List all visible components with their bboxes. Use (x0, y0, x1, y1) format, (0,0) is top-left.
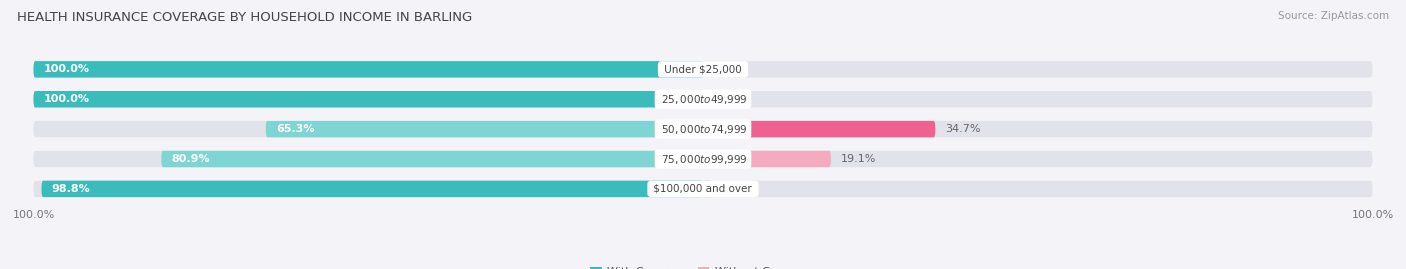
Text: 100.0%: 100.0% (1351, 210, 1393, 220)
Text: 1.2%: 1.2% (721, 184, 749, 194)
Text: 80.9%: 80.9% (172, 154, 209, 164)
FancyBboxPatch shape (34, 121, 1372, 137)
FancyBboxPatch shape (34, 91, 1372, 107)
FancyBboxPatch shape (266, 121, 703, 137)
FancyBboxPatch shape (703, 181, 711, 197)
FancyBboxPatch shape (34, 91, 703, 107)
Text: 65.3%: 65.3% (276, 124, 315, 134)
Text: 34.7%: 34.7% (945, 124, 981, 134)
FancyBboxPatch shape (34, 151, 1372, 167)
Text: 98.8%: 98.8% (52, 184, 90, 194)
Text: $50,000 to $74,999: $50,000 to $74,999 (658, 123, 748, 136)
FancyBboxPatch shape (34, 181, 1372, 197)
FancyBboxPatch shape (703, 121, 935, 137)
Text: HEALTH INSURANCE COVERAGE BY HOUSEHOLD INCOME IN BARLING: HEALTH INSURANCE COVERAGE BY HOUSEHOLD I… (17, 11, 472, 24)
Text: $100,000 and over: $100,000 and over (651, 184, 755, 194)
FancyBboxPatch shape (34, 61, 1372, 77)
Text: $25,000 to $49,999: $25,000 to $49,999 (658, 93, 748, 106)
FancyBboxPatch shape (703, 151, 831, 167)
Text: $75,000 to $99,999: $75,000 to $99,999 (658, 153, 748, 165)
Text: 100.0%: 100.0% (44, 64, 90, 74)
Text: 100.0%: 100.0% (13, 210, 55, 220)
FancyBboxPatch shape (162, 151, 703, 167)
Text: Source: ZipAtlas.com: Source: ZipAtlas.com (1278, 11, 1389, 21)
Text: 19.1%: 19.1% (841, 154, 876, 164)
Legend: With Coverage, Without Coverage: With Coverage, Without Coverage (586, 262, 820, 269)
FancyBboxPatch shape (42, 181, 703, 197)
Text: 100.0%: 100.0% (44, 94, 90, 104)
FancyBboxPatch shape (34, 61, 703, 77)
Text: Under $25,000: Under $25,000 (661, 64, 745, 74)
